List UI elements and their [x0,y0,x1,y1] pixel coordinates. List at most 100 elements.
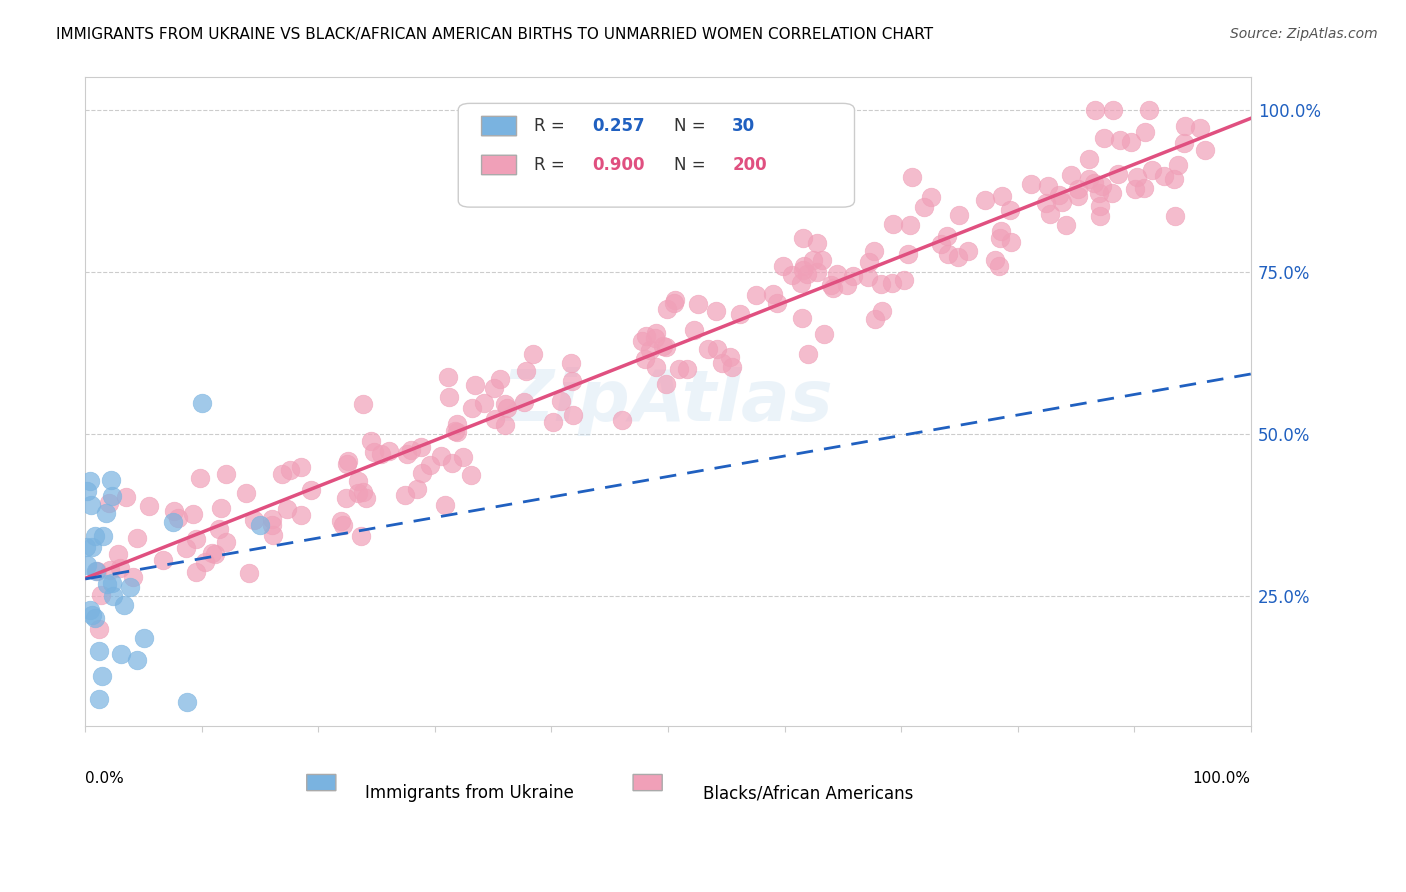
Point [352,485,374,500]
Point [806,265,828,279]
Point [98,563,121,577]
Point [125,531,148,545]
Point [443,424,465,438]
Point [446,417,468,432]
Point [101,589,124,603]
Point [810,253,832,268]
Text: Immigrants from Ukraine: Immigrants from Ukraine [366,784,574,802]
Point [96,577,118,591]
Point [335,491,357,505]
Text: N =: N = [673,117,710,135]
Point [1153,169,1175,183]
Point [823,281,845,295]
FancyBboxPatch shape [481,155,516,175]
Point [1067,182,1090,196]
Point [299,483,322,497]
Point [489,372,512,386]
Point [80,608,103,623]
Point [728,307,751,321]
Point [1173,136,1195,150]
Point [515,364,537,378]
Point [1188,120,1211,135]
Point [411,440,433,454]
Point [721,359,744,374]
Point [780,268,803,283]
Point [262,528,284,542]
Point [1091,179,1114,194]
Point [378,444,401,458]
Text: 0.0%: 0.0% [86,772,124,786]
Point [863,311,886,326]
Point [1039,206,1062,220]
Point [835,277,858,292]
Point [76,484,98,499]
Point [84,528,107,542]
Point [991,188,1014,202]
Point [813,327,835,342]
Point [260,517,283,532]
Point [201,546,224,560]
Point [127,652,149,666]
Point [84,564,107,578]
Point [1133,181,1156,195]
Point [1133,125,1156,139]
Point [1140,163,1163,178]
Point [115,490,138,504]
Point [186,533,208,547]
Point [194,555,217,569]
Point [84,611,107,625]
Point [208,522,231,536]
Point [484,381,506,395]
Point [96,506,118,520]
Point [797,347,820,361]
Point [744,288,766,302]
Point [1000,202,1022,217]
Point [1164,209,1187,223]
Text: IMMIGRANTS FROM UKRAINE VS BLACK/AFRICAN AMERICAN BIRTHS TO UNMARRIED WOMEN CORR: IMMIGRANTS FROM UKRAINE VS BLACK/AFRICAN… [56,27,934,42]
Point [668,362,690,376]
Point [522,347,544,361]
Point [401,443,423,458]
Point [363,445,385,459]
Point [460,468,482,483]
Point [662,296,685,310]
Point [418,458,440,472]
Point [796,267,818,281]
Point [612,413,634,427]
Point [451,450,474,464]
Point [630,334,652,349]
Point [645,360,668,375]
Point [395,446,418,460]
Point [762,287,785,301]
Point [675,361,697,376]
Point [249,518,271,533]
Point [898,219,921,233]
Point [461,401,484,415]
Point [437,390,460,404]
FancyBboxPatch shape [307,774,336,790]
Point [91,529,114,543]
Point [1107,167,1129,181]
Point [513,395,536,409]
Point [654,376,676,391]
Point [652,339,675,353]
Point [82,541,104,555]
Point [842,269,865,284]
FancyBboxPatch shape [481,116,516,136]
Point [1050,195,1073,210]
Point [90,588,112,602]
Point [863,244,886,259]
Point [1163,172,1185,186]
Point [370,447,392,461]
Point [90,669,112,683]
Point [974,194,997,208]
Point [347,486,370,500]
Point [900,170,922,185]
Point [174,541,197,555]
Point [820,278,842,293]
Point [278,463,301,477]
Point [214,535,236,549]
Point [634,351,657,366]
Text: ZipAtlas: ZipAtlas [502,368,834,436]
Point [1060,168,1083,182]
